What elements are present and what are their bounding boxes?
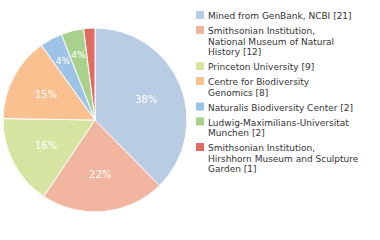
legend-label: Princeton University [9] [208,62,314,72]
legend-swatch [196,26,204,34]
legend-swatch [196,62,204,70]
legend-label: Ludwig-Maximilians-UniversitatMunchen [2… [208,118,349,139]
legend-swatch [196,143,204,151]
data-label: 15% [35,89,57,100]
legend-swatch [196,77,204,85]
legend-swatch [196,103,204,111]
data-label: 16% [35,140,57,151]
data-label: 4% [71,50,86,60]
legend-label: Smithsonian Institution,Hirshhorn Museum… [208,143,359,174]
slices [3,28,187,212]
legend-swatch [196,11,204,19]
legend: Mined from GenBank, NCBI [21] Smithsonian… [196,11,359,174]
legend-label: Centre for BiodiversityGenomics [8] [208,77,310,98]
chart: 38% 22% 16% 15% 4%4% Mined from GenBank, NCBI… [0,0,380,240]
legend-label: Smithsonian Institution,National Museum … [208,26,334,57]
data-label: 38% [135,94,157,105]
pie-slice [3,119,95,197]
legend-label: Naturalis Biodiversity Center [2] [208,103,353,113]
data-label: 4% [56,56,71,66]
data-label: 22% [89,169,111,180]
pie-slice [61,29,95,120]
data-labels: 38% 22% 16% 15% 4%4% [35,50,157,181]
legend-label: Mined from GenBank, NCBI [21] [208,11,352,21]
pie-slice [84,28,95,120]
legend-swatch [196,118,204,126]
